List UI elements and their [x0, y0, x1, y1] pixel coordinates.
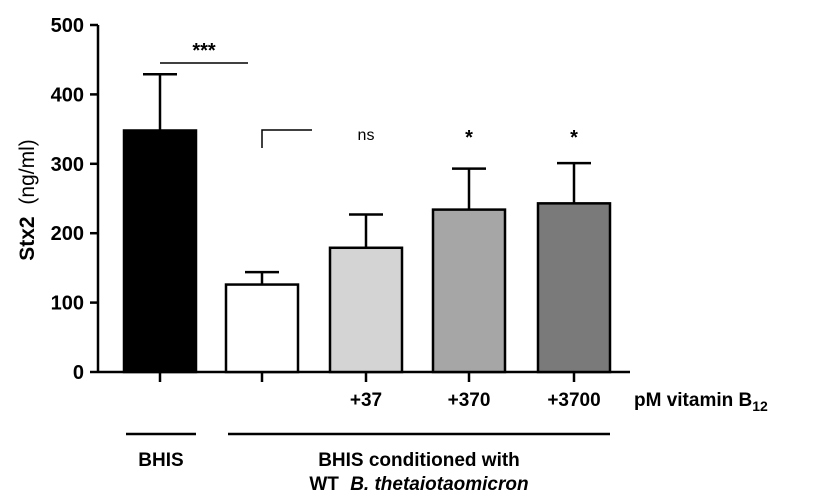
y-tick-label: 0 [73, 362, 84, 384]
y-tick-label: 300 [51, 154, 84, 176]
x-axis-label-subscript: 12 [752, 398, 768, 414]
group-label-bhis: BHIS [138, 450, 183, 471]
y-ticks: 0 100 200 300 400 500 [51, 15, 98, 384]
y-tick-label: 400 [51, 84, 84, 106]
bar [226, 285, 298, 372]
significance-label: ns [358, 127, 375, 144]
significance-label: * [465, 127, 473, 149]
group-label-wt: WT [309, 474, 339, 495]
y-tick-label: 100 [51, 293, 84, 315]
y-tick-label: 200 [51, 223, 84, 245]
significance-marks: ns * * [358, 127, 579, 149]
y-tick-label: 500 [51, 15, 84, 37]
category-label: +370 [448, 390, 491, 411]
y-axis-label-bold: Stx2 [16, 216, 39, 260]
x-axis-label-text: pM vitamin B [634, 390, 752, 411]
group-label-conditioned-line1: BHIS conditioned with [318, 450, 520, 471]
bar [330, 248, 402, 372]
x-ticks [160, 372, 574, 382]
bar [124, 130, 196, 372]
x-axis-label: pM vitamin B12 [634, 390, 768, 414]
group-label-conditioned-line2: WT B. thetaiotaomicron [309, 474, 528, 495]
bar [538, 203, 610, 372]
y-axis-label-unit: (ng/ml) [16, 139, 39, 204]
bar [433, 210, 505, 372]
bars [124, 130, 610, 372]
comparison-stars: *** [192, 40, 216, 62]
group-label-species: B. thetaiotaomicron [350, 474, 528, 495]
category-label: +37 [350, 390, 382, 411]
significance-label: * [570, 127, 578, 149]
category-labels: +37 +370 +3700 [350, 390, 601, 411]
y-axis-label: Stx2 (ng/ml) [16, 139, 39, 261]
category-label: +3700 [547, 390, 600, 411]
reference-bracket [262, 130, 312, 148]
